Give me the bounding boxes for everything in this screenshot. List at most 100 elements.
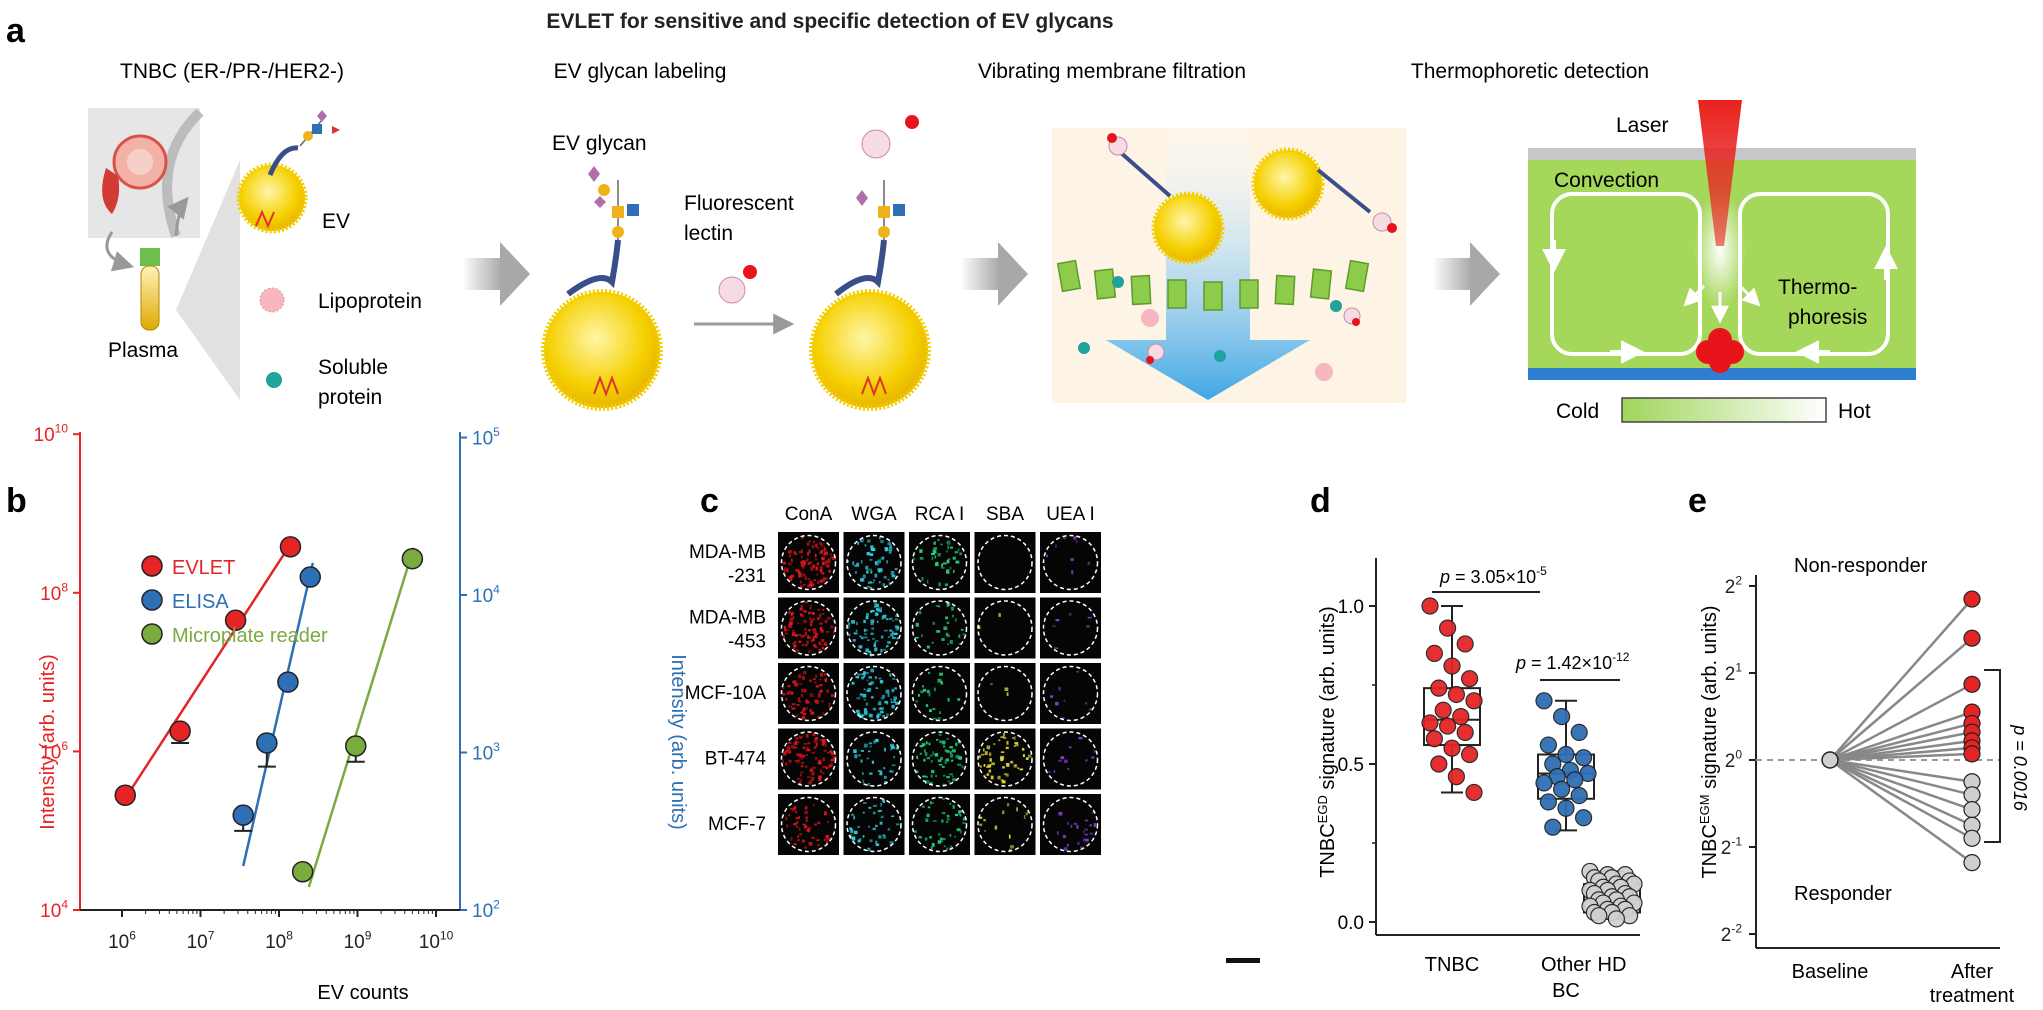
c-signal-dot [817, 779, 820, 782]
c-signal-dot [986, 745, 991, 750]
c-signal-dot [796, 704, 800, 706]
c-signal-dot [987, 764, 990, 768]
c-signal-dot [785, 816, 788, 821]
c-signal-dot [862, 574, 866, 579]
c-signal-dot [960, 830, 962, 834]
c-signal-dot [815, 543, 818, 548]
c-signal-dot [1048, 770, 1051, 774]
c-signal-dot [851, 813, 854, 816]
c-signal-dot [919, 557, 924, 560]
c-signal-dot [1063, 699, 1066, 702]
c-signal-dot [782, 692, 786, 696]
c-signal-dot [949, 773, 953, 776]
c-signal-dot [853, 815, 856, 820]
c-signal-dot [794, 634, 798, 637]
c-signal-dot [881, 710, 884, 713]
c-signal-dot [1084, 839, 1089, 841]
curved-arrow-to-breast [167, 196, 189, 237]
d-point [1607, 910, 1626, 928]
c-signal-dot [794, 760, 799, 763]
c-signal-dot [825, 564, 829, 568]
c-signal-dot [793, 680, 797, 684]
b-point [232, 804, 254, 826]
c-signal-dot [828, 702, 831, 707]
c-signal-dot [820, 769, 822, 773]
c-signal-dot [879, 821, 883, 825]
c-signal-dot [807, 561, 811, 565]
c-signal-dot [866, 552, 871, 556]
c-signal-dot [802, 746, 806, 750]
c-signal-dot [794, 740, 798, 743]
c-dashed-circle [1042, 665, 1099, 722]
legend-elisa: ELISA [172, 591, 229, 613]
c-signal-dot [979, 755, 981, 759]
c-signal-dot [874, 676, 877, 680]
e-after-point [1963, 800, 1981, 819]
c-signal-dot [816, 608, 821, 611]
convection-label: Convection [1554, 169, 1659, 192]
c-signal-dot [856, 712, 861, 716]
c-signal-dot [938, 582, 941, 587]
c-signal-dot [819, 569, 823, 573]
c-signal-dot [993, 743, 996, 746]
c-signal-dot [893, 699, 897, 704]
c-signal-dot [792, 616, 795, 619]
c-signal-dot [940, 566, 945, 569]
c-signal-dot [818, 648, 821, 652]
c-signal-dot [873, 740, 877, 744]
c-signal-dot [814, 823, 817, 826]
ev-particle-2 [541, 166, 663, 411]
c-signal-dot [863, 743, 868, 748]
c-signal-dot [1071, 570, 1074, 575]
c-signal-dot [952, 556, 956, 560]
d-point [1452, 707, 1470, 726]
c-signal-dot [934, 753, 939, 757]
c-column-header: UEA I [1046, 504, 1095, 525]
c-signal-dot [851, 619, 856, 624]
c-signal-dot [867, 581, 871, 585]
c-signal-dot [882, 715, 886, 718]
c-signal-dot [894, 618, 899, 621]
c-signal-dot [794, 640, 797, 644]
c-signal-dot [1054, 647, 1058, 650]
c-signal-dot [928, 692, 931, 697]
c-signal-dot [994, 825, 998, 830]
c-signal-dot [819, 614, 821, 619]
c-signal-dot [957, 548, 960, 552]
c-signal-dot [1083, 830, 1085, 833]
c-signal-dot [795, 682, 798, 685]
c-signal-dot [798, 736, 803, 739]
c-signal-dot [989, 764, 992, 768]
c-dashed-circle [780, 731, 837, 787]
c-signal-dot [854, 571, 858, 574]
c-row-label: MDA-MB -231 [689, 542, 766, 587]
c-dashed-circle [911, 731, 968, 787]
c-signal-dot [856, 562, 860, 567]
c-signal-dot [887, 541, 891, 546]
c-signal-dot [814, 645, 816, 649]
d-point [1552, 707, 1571, 726]
step-title-filtration: Vibrating membrane filtration [978, 60, 1246, 83]
c-image-cell [778, 728, 839, 790]
c-signal-dot [946, 621, 950, 624]
c-signal-dot [943, 745, 946, 748]
c-signal-dot [1060, 756, 1065, 760]
c-signal-dot [929, 709, 932, 713]
b-fit-line-2 [307, 547, 415, 888]
c-column-header: RCA I [915, 504, 965, 525]
c-signal-dot [914, 636, 919, 639]
c-signal-dot [940, 682, 944, 685]
panel-b-plot: 106 107 108 109 1010 104 106 108 1010 102 103 104 10… [34, 422, 501, 953]
c-signal-dot [828, 569, 831, 573]
c-signal-dot [944, 749, 948, 752]
c-signal-dot [814, 558, 818, 561]
c-signal-dot [958, 756, 962, 760]
c-signal-dot [820, 672, 824, 677]
c-signal-dot [938, 733, 942, 736]
c-signal-dot [867, 639, 870, 641]
d-point [1443, 657, 1461, 675]
c-signal-dot [875, 561, 878, 564]
c-signal-dot [793, 644, 797, 648]
c-signal-dot [915, 700, 918, 703]
c-signal-dot [796, 714, 798, 718]
